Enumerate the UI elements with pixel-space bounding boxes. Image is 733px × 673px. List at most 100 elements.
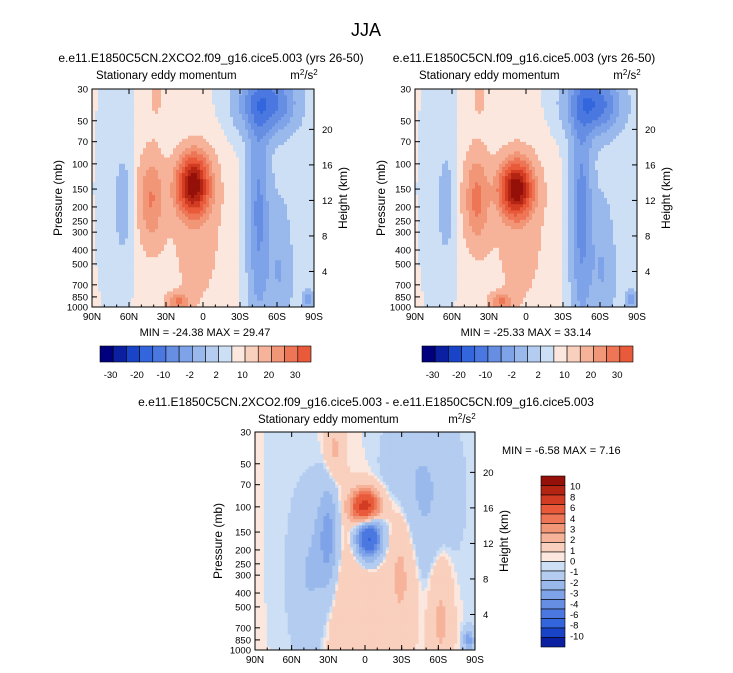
contour-cell xyxy=(143,207,147,211)
contour-cell xyxy=(134,201,138,205)
contour-cell xyxy=(161,226,165,230)
contour-cell xyxy=(254,222,258,227)
contour-cell xyxy=(128,226,132,230)
contour-cell xyxy=(98,263,102,267)
contour-cell xyxy=(182,95,186,99)
contour-cell xyxy=(236,229,240,233)
contour-cell xyxy=(272,194,276,199)
contour-cell xyxy=(185,210,189,214)
contour-cell xyxy=(260,250,264,255)
contour-cell xyxy=(266,107,270,112)
contour-cell xyxy=(287,141,291,146)
contour-cell xyxy=(125,232,129,236)
contour-cell xyxy=(152,257,156,261)
contour-cell xyxy=(218,89,222,93)
contour-cell xyxy=(248,210,252,214)
contour-cell xyxy=(182,176,186,180)
contour-cell xyxy=(188,257,192,261)
contour-cell xyxy=(248,135,252,140)
contour-cell xyxy=(92,204,96,208)
contour-cell xyxy=(149,92,153,96)
contour-cell xyxy=(305,148,309,152)
contour-cell xyxy=(233,263,237,267)
contour-cell xyxy=(149,194,153,199)
contour-cell xyxy=(122,141,126,146)
contour-cell xyxy=(281,135,285,140)
contour-cell xyxy=(170,107,174,112)
contour-cell xyxy=(167,282,171,286)
contour-cell xyxy=(167,238,171,242)
contour-cell xyxy=(122,148,126,152)
contour-cell xyxy=(200,198,204,202)
contour-cell xyxy=(260,207,264,211)
contour-cell xyxy=(245,241,249,246)
contour-cell xyxy=(260,169,264,174)
contour-cell xyxy=(251,148,255,152)
contour-cell xyxy=(248,138,252,143)
contour-cell xyxy=(257,294,261,299)
contour-cell xyxy=(131,241,135,246)
contour-cell xyxy=(194,191,198,196)
contour-cell xyxy=(152,107,156,112)
contour-cell xyxy=(116,107,120,112)
contour-cell xyxy=(104,163,108,168)
contour-cell xyxy=(239,126,243,130)
contour-cell xyxy=(182,173,186,177)
contour-cell xyxy=(275,278,279,283)
contour-cell xyxy=(155,185,159,190)
contour-cell xyxy=(182,263,186,267)
contour-cell xyxy=(107,222,111,227)
contour-cell xyxy=(221,257,225,261)
contour-cell xyxy=(242,92,246,96)
contour-cell xyxy=(131,254,135,258)
contour-cell xyxy=(281,250,285,255)
contour-cell xyxy=(119,250,123,255)
contour-cell xyxy=(260,272,264,277)
contour-cell xyxy=(239,263,243,267)
contour-cell xyxy=(242,260,246,264)
contour-cell xyxy=(236,157,240,162)
contour-cell xyxy=(143,201,147,205)
contour-cell xyxy=(248,250,252,255)
contour-cell xyxy=(269,210,273,214)
contour-cell xyxy=(203,288,207,292)
contour-cell xyxy=(161,213,165,218)
contour-cell xyxy=(173,148,177,152)
contour-cell xyxy=(227,151,231,155)
contour-cell xyxy=(290,244,294,249)
contour-cell xyxy=(182,291,186,295)
contour-cell xyxy=(146,297,150,302)
contour-cell xyxy=(113,126,117,130)
contour-cell xyxy=(302,207,306,211)
contour-cell xyxy=(311,101,315,105)
contour-cell xyxy=(212,104,216,109)
contour-cell xyxy=(116,185,120,190)
contour-cell xyxy=(134,123,138,127)
contour-cell xyxy=(188,250,192,255)
contour-cell xyxy=(218,191,222,196)
contour-cell xyxy=(248,141,252,146)
contour-cell xyxy=(179,104,183,109)
contour-cell xyxy=(302,98,306,102)
contour-cell xyxy=(290,160,294,165)
contour-cell xyxy=(188,269,192,274)
contour-cell xyxy=(212,98,216,102)
contour-cell xyxy=(236,95,240,99)
contour-cell xyxy=(200,120,204,124)
contour-cell xyxy=(293,163,297,168)
contour-cell xyxy=(194,89,198,93)
contour-cell xyxy=(128,294,132,299)
contour-cell xyxy=(209,151,213,155)
contour-cell xyxy=(176,157,180,162)
contour-cell xyxy=(272,275,276,280)
contour-cell xyxy=(233,244,237,249)
contour-cell xyxy=(179,92,183,96)
contour-cell xyxy=(164,188,168,193)
contour-cell xyxy=(215,185,219,190)
contour-cell xyxy=(218,285,222,289)
contour-cell xyxy=(227,263,231,267)
contour-cell xyxy=(200,101,204,105)
contour-cell xyxy=(224,285,228,289)
contour-cell xyxy=(140,107,144,112)
